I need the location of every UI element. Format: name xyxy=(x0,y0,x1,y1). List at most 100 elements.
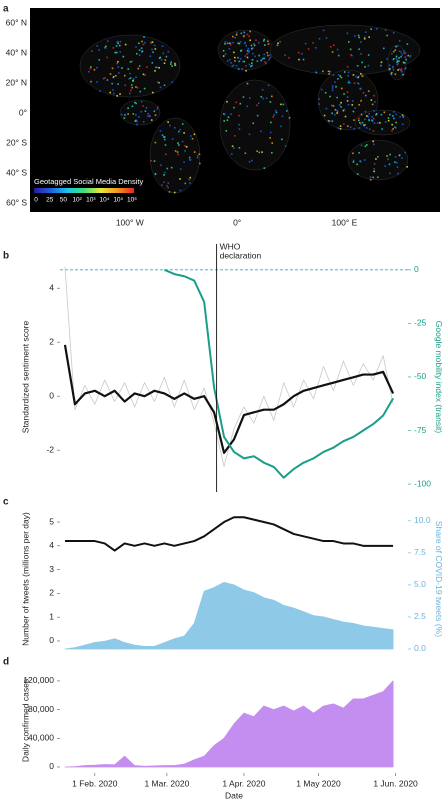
density-dot xyxy=(387,117,390,119)
density-dot xyxy=(344,115,347,118)
density-dot xyxy=(288,56,290,59)
density-dot xyxy=(227,116,230,119)
density-dot xyxy=(167,182,170,184)
y2-tick-label: -100 xyxy=(414,478,431,488)
y-tick-label: 5 xyxy=(49,516,54,526)
density-dot xyxy=(247,47,250,50)
x-tick-label: 1 Mar. 2020 xyxy=(144,778,189,788)
density-dot xyxy=(174,62,176,65)
density-dot xyxy=(336,48,339,51)
density-dot xyxy=(322,70,324,73)
density-dot xyxy=(164,138,166,141)
density-dot xyxy=(159,86,162,89)
density-dot xyxy=(327,70,330,73)
density-dot xyxy=(372,117,375,120)
density-dot xyxy=(403,50,405,52)
density-dot xyxy=(364,118,366,121)
x-tick-label: 1 May 2020 xyxy=(296,778,341,788)
density-dot xyxy=(337,74,340,76)
legend-label: 0 xyxy=(34,197,38,204)
density-dot xyxy=(404,52,407,54)
panel-label: b xyxy=(3,251,9,262)
density-dot xyxy=(395,113,397,116)
density-dot xyxy=(109,73,112,75)
density-dot xyxy=(325,37,328,39)
density-dot xyxy=(370,99,373,101)
density-dot xyxy=(135,46,137,48)
density-dot xyxy=(154,48,157,50)
density-dot xyxy=(223,113,226,116)
density-dot xyxy=(271,95,273,98)
density-dot xyxy=(226,42,229,45)
density-dot xyxy=(376,122,379,124)
density-dot xyxy=(226,60,229,62)
density-dot xyxy=(395,55,398,58)
density-dot xyxy=(358,75,360,78)
density-dot xyxy=(238,128,241,130)
density-dot xyxy=(124,114,126,116)
density-dot xyxy=(250,65,252,68)
y2-tick-label: 5.0 xyxy=(414,579,426,589)
density-dot xyxy=(356,173,359,175)
density-dot xyxy=(361,121,364,124)
density-dot xyxy=(243,60,245,63)
density-dot xyxy=(163,136,166,138)
density-dot xyxy=(277,42,279,45)
density-dot xyxy=(284,145,287,147)
density-dot xyxy=(171,138,174,140)
density-dot xyxy=(404,68,406,70)
density-dot xyxy=(256,114,259,117)
density-dot xyxy=(224,41,227,43)
density-dot xyxy=(148,114,151,117)
density-dot xyxy=(349,126,352,129)
density-dot xyxy=(177,142,179,144)
density-dot xyxy=(368,36,370,38)
density-dot xyxy=(119,44,121,47)
density-dot xyxy=(231,65,234,67)
density-dot xyxy=(351,54,353,57)
density-dot xyxy=(87,70,90,73)
density-dot xyxy=(371,103,374,106)
density-dot xyxy=(136,86,139,89)
density-dot xyxy=(392,50,395,53)
density-dot xyxy=(171,81,174,84)
density-dot xyxy=(397,69,399,71)
density-dot xyxy=(154,114,157,116)
density-dot xyxy=(392,128,394,130)
density-dot xyxy=(357,76,359,79)
density-dot xyxy=(401,157,403,159)
density-dot xyxy=(341,87,343,90)
density-dot xyxy=(228,48,231,50)
density-dot xyxy=(362,124,365,126)
density-dot xyxy=(152,51,154,54)
density-dot xyxy=(397,62,399,65)
density-dot xyxy=(129,92,131,95)
line xyxy=(64,266,394,467)
density-dot xyxy=(297,51,300,54)
density-dot xyxy=(111,82,113,85)
density-dot xyxy=(222,55,225,57)
density-dot xyxy=(138,54,141,56)
density-dot xyxy=(258,151,261,154)
density-dot xyxy=(129,77,132,79)
lat-tick-label: 20° S xyxy=(6,137,27,147)
density-dot xyxy=(336,111,339,113)
density-dot xyxy=(244,42,246,45)
density-dot xyxy=(250,44,253,47)
density-dot xyxy=(235,34,238,36)
density-dot xyxy=(248,35,250,38)
density-dot xyxy=(349,48,352,51)
y2-tick-label: 7.5 xyxy=(414,547,426,557)
density-dot xyxy=(117,40,119,43)
density-dot xyxy=(181,140,184,143)
y-tick-label: 2 xyxy=(49,588,54,598)
density-dot xyxy=(366,144,368,146)
density-dot xyxy=(241,68,244,70)
density-dot xyxy=(181,123,184,125)
density-dot xyxy=(280,103,282,106)
density-dot xyxy=(401,54,403,56)
density-dot xyxy=(185,146,188,148)
density-dot xyxy=(369,176,372,178)
density-dot xyxy=(129,72,131,75)
density-dot xyxy=(352,74,355,76)
